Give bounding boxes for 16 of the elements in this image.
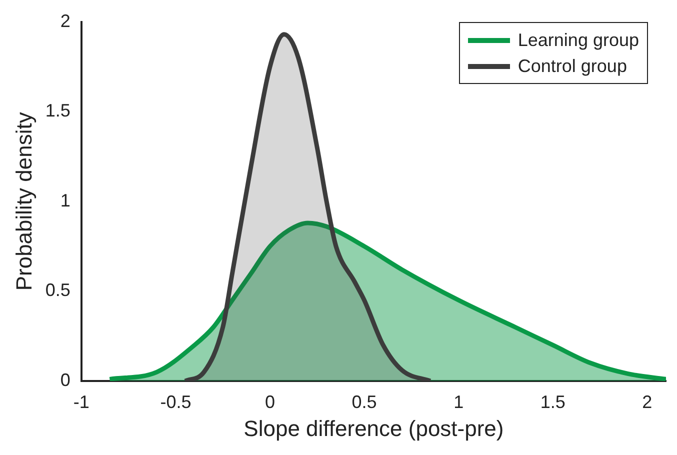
x-tick-label: 1 xyxy=(454,392,464,412)
x-tick-label: 1.5 xyxy=(540,392,566,412)
y-axis-title: Probability density xyxy=(11,112,36,291)
x-tick-label: -0.5 xyxy=(160,392,192,412)
x-tick-label: 0.5 xyxy=(352,392,377,412)
x-tick-label: 2 xyxy=(642,392,652,412)
legend-label: Learning group xyxy=(518,29,639,52)
x-tick-label: 0 xyxy=(264,392,276,412)
y-tick-label: 0.5 xyxy=(45,280,70,300)
x-tick-label: -1 xyxy=(73,392,90,412)
legend-label: Control group xyxy=(518,55,627,78)
y-tick-label: 1.5 xyxy=(45,100,70,121)
y-tick-label: 0 xyxy=(60,370,70,390)
y-tick-label: 1 xyxy=(60,190,70,210)
y-tick-label: 2 xyxy=(60,10,70,31)
x-axis-title: Slope difference (post-pre) xyxy=(244,416,504,441)
